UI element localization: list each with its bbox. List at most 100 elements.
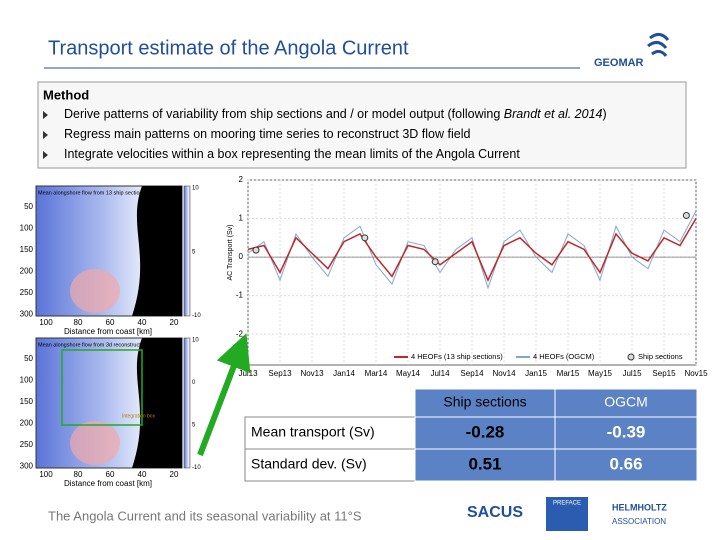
map-x-tick: 20 [170, 318, 179, 327]
colorbar-tick: -10 [192, 313, 201, 319]
y-tick-label: 2 [239, 175, 244, 184]
map-x-tick: 40 [138, 318, 147, 327]
cell-text: -0.39 [607, 422, 646, 441]
cell-text: -0.28 [466, 422, 505, 441]
map-y-tick: 150 [20, 245, 34, 254]
y-tick-label: -2 [236, 329, 244, 338]
x-tick-label: Jan15 [525, 369, 547, 378]
map-x-tick: 80 [74, 470, 83, 479]
map-y-tick: 200 [20, 419, 34, 428]
map-coast [132, 186, 182, 316]
bullet-marker [43, 131, 48, 139]
map-annotation: Integration box [122, 413, 156, 419]
integration-box [61, 349, 143, 426]
bullet-part: Brandt et al. 2014 [504, 107, 603, 121]
map-x-tick: 100 [39, 318, 53, 327]
legend-label: 4 HEOFs (13 ship sections) [411, 352, 503, 361]
colorbar-tick: 0 [192, 380, 196, 386]
x-tick-label: Sep14 [460, 369, 484, 378]
bullet-part: Derive patterns of variability from ship… [64, 107, 504, 121]
x-tick-label: Nov15 [684, 369, 708, 378]
colorbar [183, 185, 191, 317]
map-y-tick: 100 [20, 376, 34, 385]
ship-section-point [431, 258, 439, 266]
bullet-part: Regress main patterns on mooring time se… [64, 127, 470, 141]
ship-section-point [252, 246, 260, 254]
map-title: Mean alongshore flow from 13 ship sectio… [38, 190, 146, 196]
colorbar [183, 337, 191, 469]
colorbar-tick: 10 [192, 338, 199, 344]
helmholtz-logo: HELMHOLTZ [612, 502, 667, 512]
map-y-tick: 100 [20, 224, 34, 233]
y-axis-label: AC Transport (Sv) [227, 224, 234, 280]
map-y-tick: 300 [20, 310, 34, 319]
preface-logo: PREFACE [553, 501, 581, 507]
table-cell [414, 416, 556, 450]
y-tick-label: 1 [239, 214, 244, 223]
bullet-text: Derive patterns of variability from ship… [64, 107, 607, 121]
series-line [247, 218, 697, 283]
y-tick-label: -1 [236, 291, 244, 300]
map-y-tick: 250 [20, 440, 34, 449]
colorbar-tick: 5 [192, 249, 196, 255]
map-y-tick: 250 [20, 288, 34, 297]
bullet-marker [43, 151, 48, 159]
method-heading: Method [43, 87, 89, 102]
y-tick-label: 0 [239, 252, 244, 261]
cell-text: Mean transport (Sv) [251, 424, 375, 440]
header-cell [414, 388, 556, 418]
x-tick-label: Nov13 [300, 369, 324, 378]
table-cell [554, 416, 698, 450]
table-cell [554, 448, 698, 482]
map-x-tick: 40 [138, 470, 147, 479]
preface-logo-box [546, 497, 588, 531]
ship-section-point [361, 234, 369, 242]
map-y-tick: 200 [20, 267, 34, 276]
map-x-tick: 100 [39, 470, 53, 479]
x-tick-label: Mar14 [365, 369, 388, 378]
map-y-tick: 150 [20, 397, 34, 406]
map-coast [132, 338, 182, 468]
arrow [197, 333, 251, 457]
header-text: Ship sections [443, 394, 526, 410]
geomar-icon [647, 33, 670, 57]
map-core [70, 269, 120, 313]
legend-swatch [627, 353, 635, 361]
ship-section-point [682, 211, 690, 219]
cell-text: Standard dev. (Sv) [251, 456, 367, 472]
map-x-tick: 20 [170, 470, 179, 479]
footer: The Angola Current and its seasonal vari… [48, 508, 362, 523]
map-x-tick: 60 [106, 318, 115, 327]
legend-label: Ship sections [638, 352, 683, 361]
colorbar-tick: 5 [192, 423, 196, 429]
map-x-label: Distance from coast [km] [64, 327, 152, 336]
map-x-label: Distance from coast [km] [64, 479, 152, 488]
bullet-marker [43, 111, 48, 119]
x-tick-label: Jul15 [622, 369, 642, 378]
map-y-tick: 300 [20, 462, 34, 471]
table-cell [244, 448, 416, 482]
bullet-text: Integrate velocities within a box repres… [64, 147, 520, 161]
header-text: OGCM [604, 394, 648, 410]
cell-text: 0.66 [609, 454, 642, 473]
sacus-logo: SACUS [467, 504, 523, 521]
geomar-logo: GEOMAR [594, 57, 644, 69]
map-x-tick: 80 [74, 318, 83, 327]
bullet-part: Integrate velocities within a box repres… [64, 147, 520, 161]
x-tick-label: Jan14 [333, 369, 355, 378]
bullet-part: ) [602, 107, 606, 121]
x-tick-label: Nov14 [492, 369, 516, 378]
association-logo: ASSOCIATION [612, 517, 666, 526]
x-tick-label: Jul13 [238, 369, 258, 378]
x-tick-label: May15 [588, 369, 613, 378]
title: Transport estimate of the Angola Current [48, 37, 409, 59]
x-tick-label: Sep15 [652, 369, 676, 378]
x-tick-label: Mar15 [557, 369, 580, 378]
x-tick-label: May14 [396, 369, 421, 378]
colorbar-tick: 10 [192, 186, 199, 192]
map-y-tick: 50 [24, 354, 33, 363]
legend-label: 4 HEOFs (OGCM) [533, 352, 595, 361]
map-x-tick: 60 [106, 470, 115, 479]
series-line [247, 210, 697, 290]
